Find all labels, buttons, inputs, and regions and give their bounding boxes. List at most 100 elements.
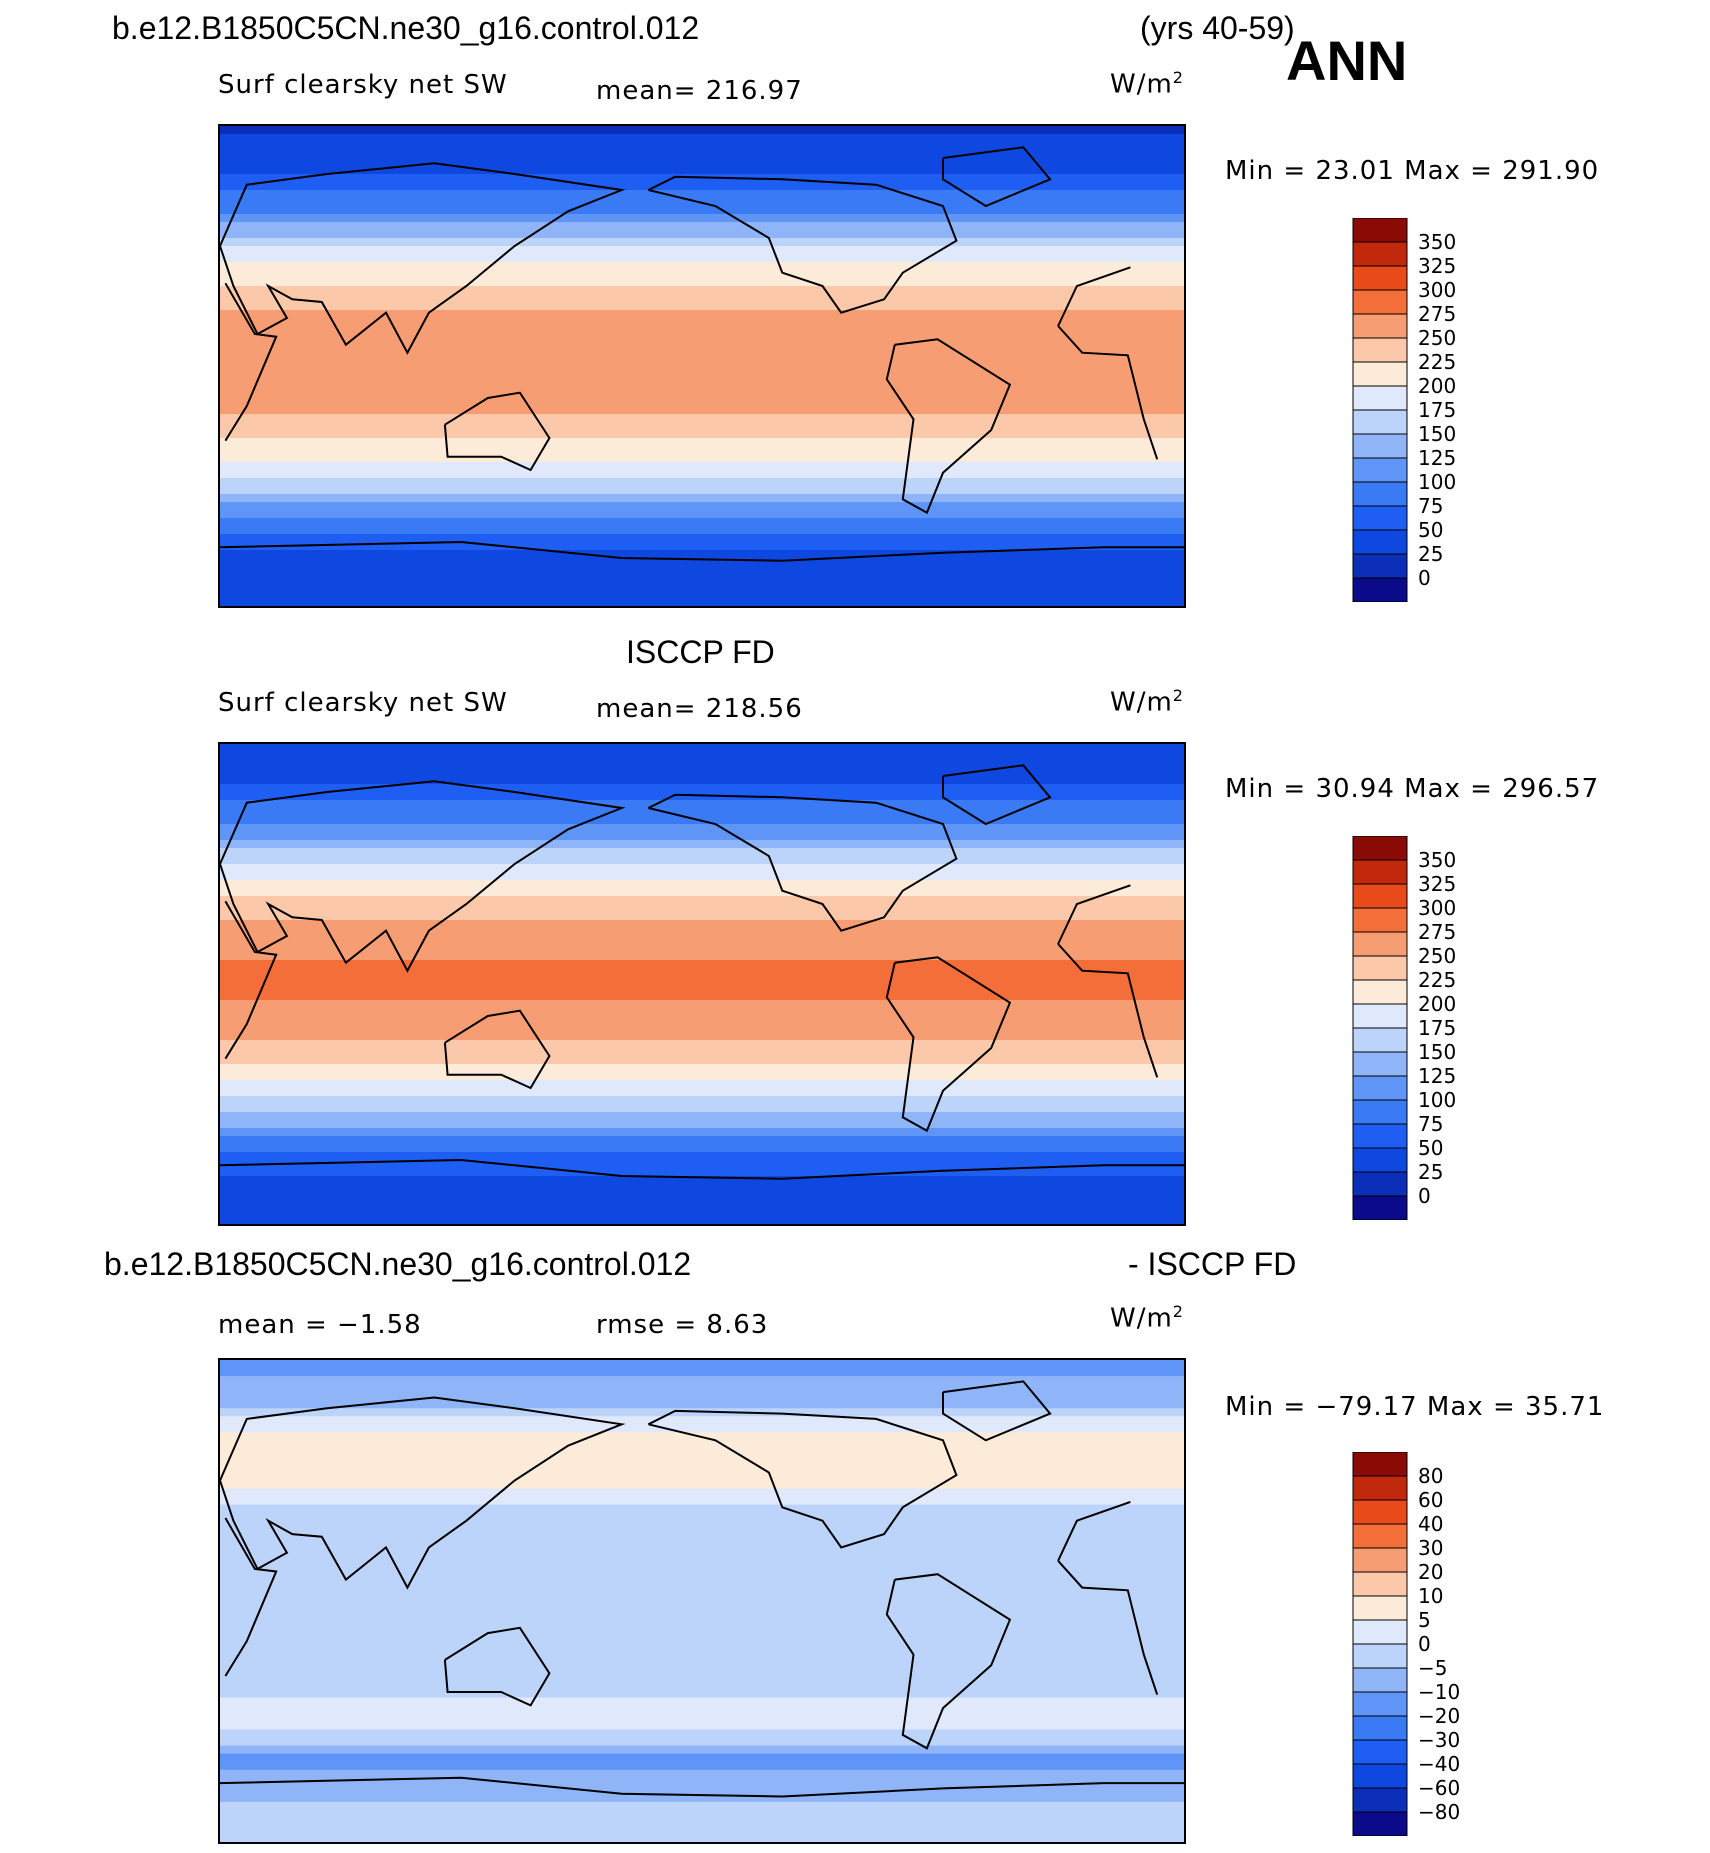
zonal-band [220, 1785, 1184, 1795]
zonal-band [220, 752, 1184, 761]
greenland-outline [942, 764, 1052, 826]
zonal-band [220, 1689, 1184, 1698]
zonal-band [220, 1673, 1184, 1682]
zonal-band [220, 574, 1184, 583]
colorbar-tick-label: 10 [1418, 1584, 1444, 1608]
panel3-case-title: b.e12.B1850C5CN.ne30_g16.control.012 [104, 1246, 692, 1282]
panel3-rmse: rmse = 8.63 [596, 1310, 769, 1340]
zonal-band [220, 566, 1184, 575]
zonal-band [220, 486, 1184, 495]
zonal-band [220, 1424, 1184, 1433]
zonal-band [220, 768, 1184, 777]
zonal-band [220, 438, 1184, 447]
north-america-outline [647, 793, 958, 932]
colorbar-tick-label: 100 [1418, 470, 1457, 494]
colorbar-tick-label: 125 [1418, 446, 1457, 470]
colorbar-bin [1352, 1619, 1408, 1645]
zonal-band [220, 1809, 1184, 1819]
zonal-band [220, 590, 1184, 599]
zonal-band [220, 166, 1184, 175]
zonal-band [220, 1088, 1184, 1097]
zonal-band [220, 126, 1184, 135]
colorbar-tick-label: 175 [1418, 1016, 1457, 1040]
colorbar-tick-label: −40 [1418, 1752, 1461, 1776]
colorbar-tick-label: 60 [1418, 1488, 1444, 1512]
zonal-band [220, 454, 1184, 463]
colorbar-bin [1352, 1195, 1408, 1220]
zonal-band [220, 1368, 1184, 1377]
zonal-band [220, 158, 1184, 167]
colorbar-tick-label: 225 [1418, 968, 1457, 992]
zonal-band [220, 1737, 1184, 1747]
australia-outline [443, 1626, 551, 1707]
panel3-colorbar [1352, 1452, 1408, 1836]
antarctica-outline [220, 1158, 1184, 1180]
panel2-map [218, 742, 1186, 1226]
zonal-band [220, 582, 1184, 591]
colorbar-tick-label: 250 [1418, 944, 1457, 968]
colorbar-bin [1352, 577, 1408, 602]
zonal-band [220, 1416, 1184, 1425]
colorbar-bin [1352, 457, 1408, 483]
zonal-band [220, 832, 1184, 841]
colorbar-bin [1352, 1595, 1408, 1621]
colorbar-tick-label: 100 [1418, 1088, 1457, 1112]
australia-outline [443, 1009, 551, 1090]
zonal-band [220, 446, 1184, 455]
colorbar-bin [1352, 1452, 1408, 1477]
panel2-variable: Surf clearsky net SW [218, 688, 508, 718]
zonal-band [220, 1697, 1184, 1707]
colorbar-bin [1352, 241, 1408, 267]
panel3-minus-label: - ISCCP FD [1128, 1246, 1297, 1282]
zonal-band [220, 1480, 1184, 1490]
zonal-band [220, 326, 1184, 335]
panel2-minmax: Min = 30.94 Max = 296.57 [1225, 774, 1600, 804]
colorbar-bin [1352, 553, 1408, 579]
africa-outline [224, 1500, 1159, 1696]
colorbar-bin [1352, 1003, 1408, 1029]
panel1-map [218, 124, 1186, 608]
zonal-band [220, 1825, 1184, 1835]
zonal-band [220, 1080, 1184, 1089]
panel3-map [218, 1358, 1186, 1844]
zonal-band [220, 1592, 1184, 1602]
panel3-units: W/m2 [1110, 1302, 1184, 1334]
zonal-band [220, 350, 1184, 359]
zonal-band [220, 1032, 1184, 1041]
zonal-band [220, 1705, 1184, 1715]
colorbar-bin [1352, 1075, 1408, 1101]
zonal-band [220, 1120, 1184, 1129]
zonal-band [220, 1104, 1184, 1113]
zonal-band [220, 896, 1184, 905]
zonal-band [220, 1633, 1184, 1642]
colorbar-bin [1352, 883, 1408, 909]
zonal-band [220, 1144, 1184, 1153]
zonal-band [220, 1584, 1184, 1594]
zonal-band [220, 238, 1184, 247]
zonal-band [220, 366, 1184, 375]
zonal-band [220, 1657, 1184, 1666]
zonal-band [220, 976, 1184, 985]
zonal-band [220, 150, 1184, 159]
colorbar-tick-label: 325 [1418, 872, 1457, 896]
zonal-band [220, 230, 1184, 239]
colorbar-tick-label: 150 [1418, 422, 1457, 446]
colorbar-bin [1352, 1811, 1408, 1836]
colorbar-bin [1352, 313, 1408, 339]
colorbar-bin [1352, 481, 1408, 507]
zonal-band [220, 1601, 1184, 1610]
south-america-outline [885, 338, 1012, 515]
eurasia-outline [220, 780, 626, 973]
zonal-band [220, 1000, 1184, 1009]
zonal-band [220, 1128, 1184, 1137]
zonal-band [220, 840, 1184, 849]
zonal-band [220, 1729, 1184, 1739]
season-label: ANN [1286, 29, 1408, 92]
zonal-band [220, 1753, 1184, 1763]
zonal-band [220, 1056, 1184, 1065]
colorbar-tick-label: 300 [1418, 278, 1457, 302]
colorbar-bin [1352, 1667, 1408, 1693]
zonal-band [220, 1168, 1184, 1177]
zonal-band [220, 1440, 1184, 1449]
colorbar-tick-label: −30 [1418, 1728, 1461, 1752]
